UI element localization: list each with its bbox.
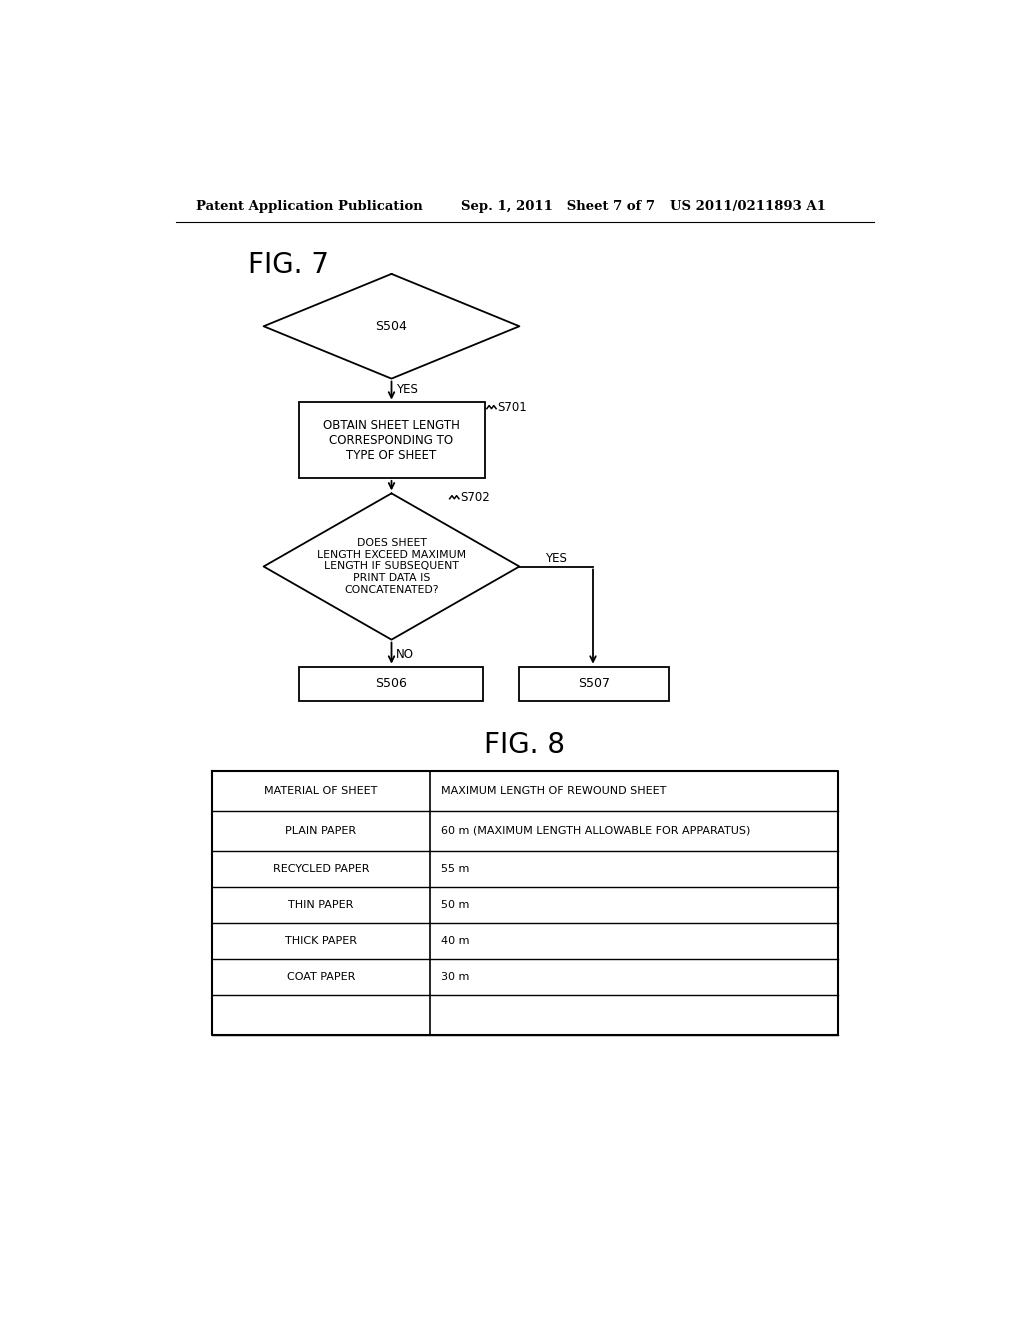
Text: US 2011/0211893 A1: US 2011/0211893 A1 bbox=[671, 199, 826, 213]
Text: 30 m: 30 m bbox=[441, 973, 469, 982]
Text: Sep. 1, 2011   Sheet 7 of 7: Sep. 1, 2011 Sheet 7 of 7 bbox=[461, 199, 655, 213]
Text: FIG. 7: FIG. 7 bbox=[248, 251, 329, 279]
Text: 55 m: 55 m bbox=[441, 863, 469, 874]
Text: 50 m: 50 m bbox=[441, 900, 469, 909]
Text: 60 m (MAXIMUM LENGTH ALLOWABLE FOR APPARATUS): 60 m (MAXIMUM LENGTH ALLOWABLE FOR APPAR… bbox=[441, 825, 751, 836]
Text: DOES SHEET
LENGTH EXCEED MAXIMUM
LENGTH IF SUBSEQUENT
PRINT DATA IS
CONCATENATED: DOES SHEET LENGTH EXCEED MAXIMUM LENGTH … bbox=[317, 539, 466, 595]
FancyBboxPatch shape bbox=[299, 403, 484, 478]
Text: S504: S504 bbox=[376, 319, 408, 333]
Text: S701: S701 bbox=[498, 400, 527, 413]
Text: YES: YES bbox=[545, 552, 567, 565]
Text: OBTAIN SHEET LENGTH
CORRESPONDING TO
TYPE OF SHEET: OBTAIN SHEET LENGTH CORRESPONDING TO TYP… bbox=[323, 418, 460, 462]
Text: COAT PAPER: COAT PAPER bbox=[287, 973, 355, 982]
FancyBboxPatch shape bbox=[519, 667, 669, 701]
Text: 40 m: 40 m bbox=[441, 936, 470, 946]
Text: S507: S507 bbox=[579, 677, 610, 690]
Text: NO: NO bbox=[396, 648, 414, 661]
Text: MAXIMUM LENGTH OF REWOUND SHEET: MAXIMUM LENGTH OF REWOUND SHEET bbox=[441, 785, 667, 796]
FancyBboxPatch shape bbox=[299, 667, 483, 701]
Text: PLAIN PAPER: PLAIN PAPER bbox=[286, 825, 356, 836]
Text: S506: S506 bbox=[375, 677, 407, 690]
Text: Patent Application Publication: Patent Application Publication bbox=[197, 199, 423, 213]
Text: THIN PAPER: THIN PAPER bbox=[289, 900, 353, 909]
Text: S702: S702 bbox=[461, 491, 490, 504]
Text: RECYCLED PAPER: RECYCLED PAPER bbox=[272, 863, 370, 874]
Text: THICK PAPER: THICK PAPER bbox=[285, 936, 357, 946]
Text: YES: YES bbox=[396, 383, 418, 396]
Text: FIG. 8: FIG. 8 bbox=[484, 731, 565, 759]
Text: MATERIAL OF SHEET: MATERIAL OF SHEET bbox=[264, 785, 378, 796]
